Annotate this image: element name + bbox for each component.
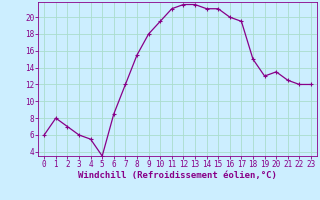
X-axis label: Windchill (Refroidissement éolien,°C): Windchill (Refroidissement éolien,°C) (78, 171, 277, 180)
